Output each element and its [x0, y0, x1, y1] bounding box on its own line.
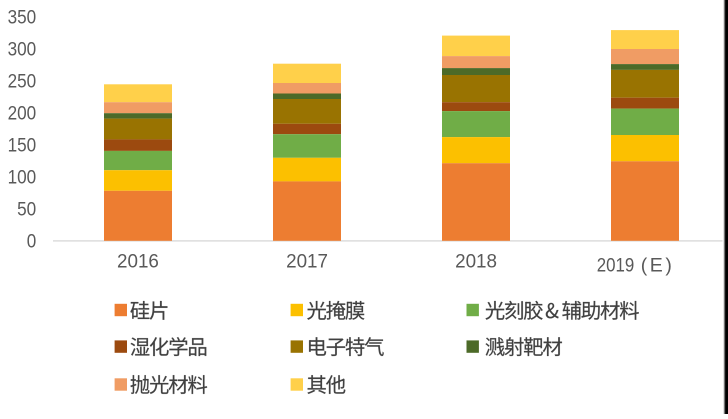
svg-text:150: 150: [8, 135, 37, 157]
svg-text:50: 50: [17, 199, 36, 221]
svg-text:2018: 2018: [455, 250, 497, 272]
svg-text:200: 200: [8, 103, 37, 125]
svg-text:0: 0: [27, 231, 37, 253]
svg-text:2019: 2019: [597, 254, 635, 276]
svg-text:2017: 2017: [286, 250, 328, 272]
svg-text:250: 250: [8, 71, 37, 93]
svg-text:100: 100: [8, 167, 37, 189]
svg-text:(E): (E): [641, 254, 675, 276]
svg-text:300: 300: [8, 39, 37, 61]
svg-text:2016: 2016: [117, 250, 159, 272]
svg-text:350: 350: [8, 7, 37, 29]
